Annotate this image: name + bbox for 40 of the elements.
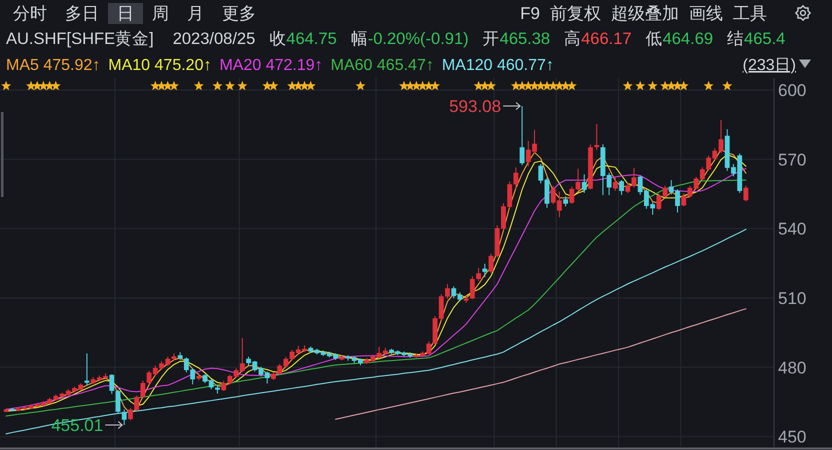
quote-row: AU.SHF[SHFE黄金] 2023/08/25 收464.75 幅-0.20%(-0.91) 开465.38 高466.17 低464.69 结465.4 xyxy=(6,30,786,48)
candlestick xyxy=(743,185,748,202)
y-tick-label: 540 xyxy=(778,220,806,239)
candlestick xyxy=(464,295,469,304)
candlestick xyxy=(109,374,114,394)
candlestick xyxy=(482,263,488,278)
y-tick-label: 510 xyxy=(778,288,806,308)
candlestick xyxy=(196,372,202,381)
candlestick xyxy=(563,196,568,207)
candlestick xyxy=(178,352,183,360)
candlestick xyxy=(588,144,593,190)
annotation: 455.01 xyxy=(51,416,104,436)
candlestick xyxy=(520,106,525,166)
candlestick xyxy=(339,354,344,361)
candlestick xyxy=(116,389,120,414)
candlestick xyxy=(10,408,15,412)
candlestick xyxy=(470,276,475,300)
y-tick-label: 480 xyxy=(778,358,806,378)
candlestick xyxy=(4,408,9,413)
line-series xyxy=(335,308,746,420)
y-tick-label: 600 xyxy=(778,81,806,100)
candlestick xyxy=(582,174,587,194)
candlestick xyxy=(140,380,146,398)
candlestick xyxy=(619,180,624,196)
candlestick xyxy=(215,384,220,394)
annotation: 593.08 xyxy=(449,97,502,116)
line-series xyxy=(6,228,746,434)
candlestick xyxy=(445,284,450,300)
candlestick xyxy=(513,166,518,190)
candlestick xyxy=(612,176,618,192)
candlestick xyxy=(84,352,90,386)
candlestick xyxy=(594,123,600,151)
toolbar: 分时 多日 日 周 月 更多 F9 前复权 超级叠加 画线 工具 xyxy=(13,3,811,24)
range-control: (233日) xyxy=(742,57,811,74)
candlestick xyxy=(488,253,494,274)
y-tick-label: 570 xyxy=(778,150,806,170)
y-tick-label: 450 xyxy=(778,428,806,447)
legend: MA5 475.92↑ MA10 475.20↑ MA20 472.19↑ MA60 465.47↑ MA120 460.77↑ xyxy=(6,57,554,74)
candlestick xyxy=(476,267,481,282)
candlestick xyxy=(122,408,127,426)
